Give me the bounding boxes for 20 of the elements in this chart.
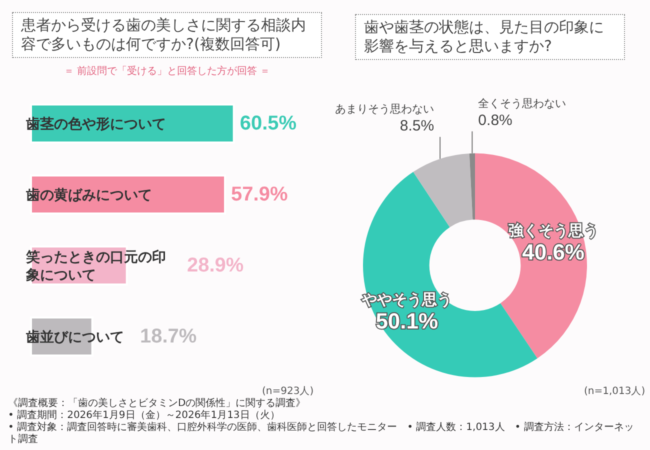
slice-label: あまりそう思わない (335, 103, 434, 116)
text: • 調査期間：2026年1月9日（金）～2026年1月13日（火） (8, 410, 281, 422)
data-label: 18.7% (140, 326, 197, 348)
text: (n=1,013人) (584, 385, 646, 398)
chart-subtitle: ＝ 前設問で「受ける」と回答した方が回答 ＝ (62, 64, 272, 78)
data-label: 8.5% (400, 117, 434, 134)
chart-title: 歯や歯茎の状態は、見た目の印象に影響を与えると思いますか? (355, 14, 625, 60)
data-label: 0.8% (478, 112, 512, 129)
data-label: 57.9% (231, 184, 288, 206)
text: 《調査概要：「歯の美しさとビタミンDの関係性」に関する調査》 (8, 398, 307, 410)
y-tick-label: 笑ったときの口元の印象について (25, 248, 166, 282)
chart-title: 患者から受ける歯の美しさに関する相談内容で多いものは何ですか?(複数回答可) (12, 12, 322, 58)
y-tick-label: 歯並びについて (25, 328, 124, 344)
data-label: 28.9% (187, 254, 244, 276)
data-label: 40.6% (522, 239, 584, 264)
slice-label: 全くそう思わない (478, 98, 566, 110)
data-label: 50.1% (376, 308, 438, 334)
text: • 調査対象：調査回答時に審美歯科、口腔外科学の医師、歯科医師と回答したモニター • 調査人数：1,013人 • 調査方法：インターネット調査 (8, 422, 635, 446)
text: (n=923人) (262, 385, 314, 398)
data-label: 60.5% (240, 112, 297, 134)
